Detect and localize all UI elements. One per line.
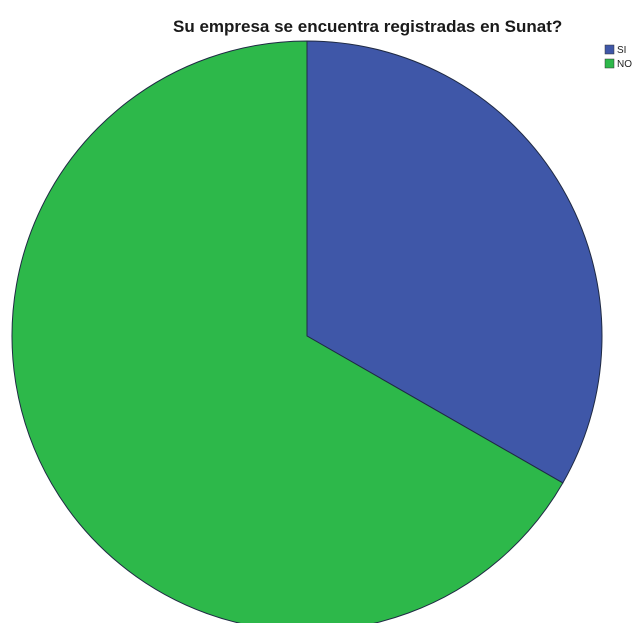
legend-label-no: NO bbox=[617, 59, 632, 70]
legend-swatch-si bbox=[604, 44, 615, 55]
chart-title: Su empresa se encuentra registradas en S… bbox=[173, 17, 562, 36]
pie-slice-si bbox=[306, 40, 603, 484]
pie-slices bbox=[11, 40, 603, 623]
legend-label-si: SI bbox=[617, 45, 626, 56]
legend: SI NO bbox=[604, 44, 632, 70]
pie-slice-no bbox=[11, 40, 564, 623]
legend-swatch-no bbox=[604, 58, 615, 69]
